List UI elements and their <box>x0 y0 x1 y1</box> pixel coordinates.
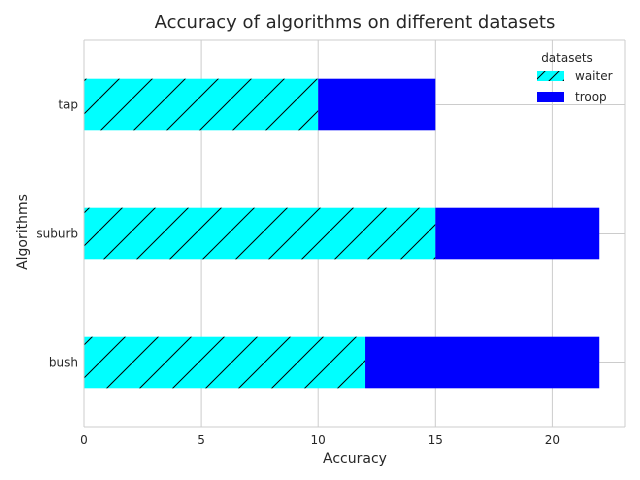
x-tick-label: 5 <box>197 433 205 447</box>
chart-title: Accuracy of algorithms on different data… <box>155 12 556 33</box>
bar-troop-bush <box>365 336 600 389</box>
bar-troop-suburb <box>435 207 600 260</box>
legend-swatch-troop <box>537 92 564 102</box>
y-tick-label: tap <box>58 98 78 112</box>
legend-title: datasets <box>541 51 593 65</box>
bar-hatch-waiter-bush <box>84 336 366 389</box>
bar-troop-tap <box>318 78 436 131</box>
legend-label-troop: troop <box>575 90 607 104</box>
bar-hatch-waiter-tap <box>84 78 319 131</box>
x-tick-label: 15 <box>428 433 443 447</box>
legend-label-waiter: waiter <box>575 69 613 83</box>
y-axis-label: Algorithms <box>15 194 31 270</box>
x-tick-label: 10 <box>311 433 326 447</box>
legend-swatch-hatch-waiter <box>537 71 564 81</box>
y-tick-label: suburb <box>36 227 78 241</box>
legend: datasets waiter troop <box>537 51 613 104</box>
x-axis-label: Accuracy <box>323 451 387 467</box>
plot-area: 0 5 10 15 20 bush suburb tap <box>36 39 626 447</box>
bar-hatch-waiter-suburb <box>84 207 436 260</box>
y-tick-label: bush <box>49 356 78 370</box>
x-tick-label: 20 <box>545 433 560 447</box>
x-tick-label: 0 <box>80 433 88 447</box>
